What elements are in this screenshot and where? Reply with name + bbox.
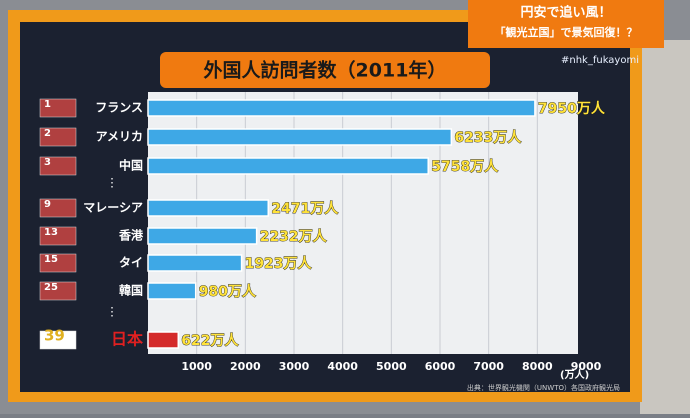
source: 出典：世界観光機関（UNWTO）各国政府観光局: [467, 383, 620, 392]
flag: [39, 156, 77, 176]
rank-label: 39: [44, 327, 65, 345]
x-tick-label: 3000: [279, 360, 310, 373]
bar: [147, 331, 180, 349]
rank-label: 2: [44, 128, 51, 139]
bar: [147, 254, 243, 272]
news-banner: [468, 0, 664, 48]
y-tick-label: マレーシア: [83, 201, 143, 215]
bar: [147, 282, 197, 300]
bar: [147, 128, 453, 146]
ellipsis: ⋮: [106, 305, 118, 319]
banner-line: 「観光立国」で景気回復！？: [495, 25, 638, 39]
y-tick-label: タイ: [119, 256, 143, 270]
value-label: 2471万人: [271, 200, 339, 217]
title-banner: [160, 52, 490, 88]
x-tick-label: 7000: [473, 360, 504, 373]
rank-label: 25: [44, 282, 58, 293]
flag: [39, 98, 77, 118]
x-tick-label: 9000: [571, 360, 602, 373]
flag: [39, 198, 77, 218]
rank-label: 13: [44, 227, 58, 238]
y-tick-label: アメリカ: [96, 130, 143, 144]
value-label: 5758万人: [431, 158, 499, 175]
y-tick-label: 日本: [111, 330, 143, 349]
background-wall: [640, 40, 690, 414]
chart-title: 外国人訪問者数（2011年）: [204, 59, 447, 82]
value-label: 1923万人: [245, 255, 313, 272]
x-tick-label: 5000: [376, 360, 407, 373]
y-tick-label: フランス: [95, 101, 143, 115]
rank-label: 3: [44, 157, 51, 168]
ellipsis: ⋮: [106, 176, 118, 190]
flag: [39, 330, 77, 350]
bar: [147, 99, 536, 117]
value-label: 6233万人: [454, 129, 522, 146]
rank-label: 1: [44, 99, 51, 110]
bar: [147, 199, 270, 217]
value-label: 622万人: [181, 332, 239, 349]
bar: [147, 227, 258, 245]
flag: [39, 253, 77, 273]
x-tick-label: 8000: [522, 360, 553, 373]
y-tick-label: 韓国: [119, 283, 143, 298]
x-tick-label: 1000: [181, 360, 212, 373]
flag: [39, 127, 77, 147]
value-label: 2232万人: [260, 228, 328, 245]
value-label: 980万人: [199, 283, 257, 300]
rank-label: 15: [44, 254, 58, 265]
x-unit: (万人): [560, 368, 589, 381]
y-tick-label: 中国: [119, 158, 143, 173]
flag: [39, 226, 77, 246]
bar: [147, 157, 429, 175]
y-tick-label: 香港: [118, 228, 144, 243]
x-tick-label: 2000: [230, 360, 261, 373]
value-label: 7950万人: [538, 100, 606, 117]
banner-line: 円安で追い風！: [520, 5, 611, 21]
hashtag: #nhk_fukayomi: [561, 55, 639, 66]
flag: [39, 281, 77, 301]
x-tick-label: 4000: [327, 360, 358, 373]
rank-label: 9: [44, 199, 51, 210]
x-tick-label: 6000: [425, 360, 456, 373]
